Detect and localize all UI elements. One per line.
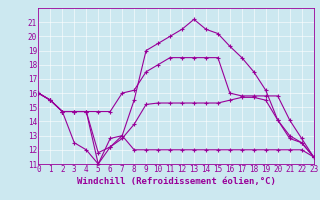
X-axis label: Windchill (Refroidissement éolien,°C): Windchill (Refroidissement éolien,°C) bbox=[76, 177, 276, 186]
